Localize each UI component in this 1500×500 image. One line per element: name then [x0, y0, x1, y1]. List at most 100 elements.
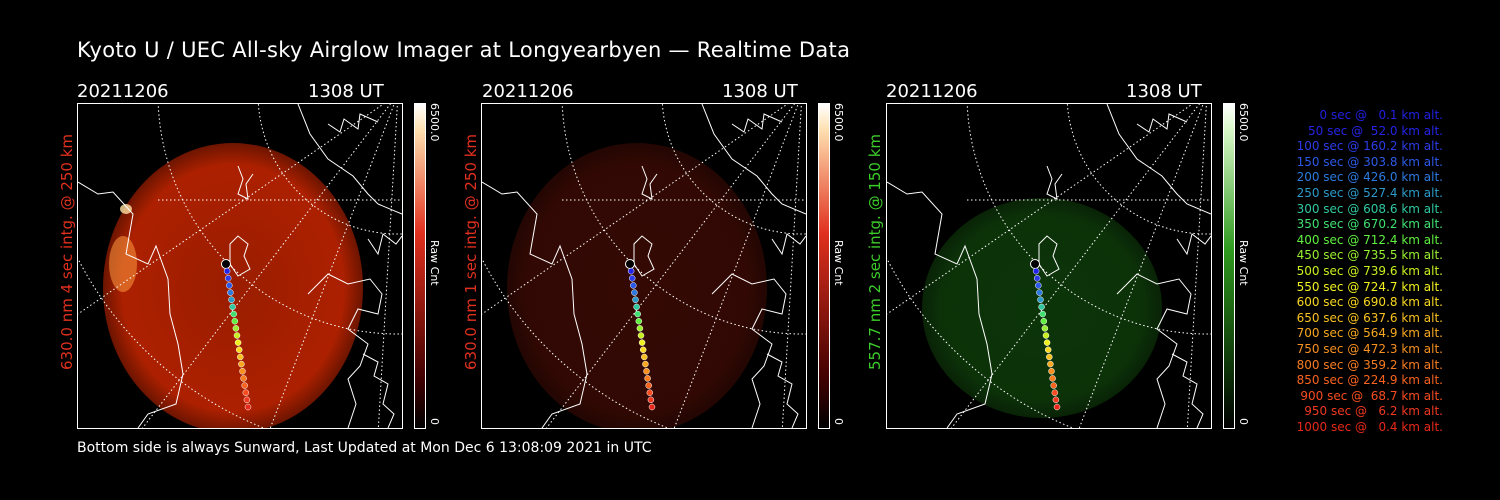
legend-entry: 950 sec @ 6.2 km alt. — [1304, 404, 1443, 419]
allsky-map — [887, 104, 1211, 428]
legend-entry: 200 sec @ 426.0 km alt. — [1296, 170, 1443, 185]
trajectory-point — [237, 353, 244, 361]
trajectory-point — [1047, 360, 1054, 368]
trajectory-point — [241, 382, 248, 389]
trajectory-point — [1036, 289, 1043, 296]
panel-1-allsky-image — [77, 103, 403, 429]
panel-3-time: 1308 UT — [1126, 81, 1202, 102]
trajectory-point — [238, 360, 245, 368]
trajectory-point — [232, 325, 240, 332]
trajectory-point — [636, 325, 644, 332]
trajectory-point — [226, 282, 233, 289]
trajectory-point — [627, 267, 635, 275]
rocket-trajectory — [625, 259, 656, 411]
legend-entry: 100 sec @ 160.2 km alt. — [1296, 139, 1443, 154]
panel-1-colorbar-min: 0 — [428, 418, 441, 425]
legend-entry: 500 sec @ 739.6 km alt. — [1296, 263, 1443, 278]
panel-3-allsky-image — [886, 103, 1212, 429]
legend-entry: 450 sec @ 735.5 km alt. — [1296, 248, 1443, 263]
panel-2-colorbar-min: 0 — [832, 418, 845, 425]
legend-entry: 400 sec @ 712.4 km alt. — [1296, 232, 1443, 247]
legend-entry: 650 sec @ 637.6 km alt. — [1296, 310, 1443, 325]
panel-1-colorbar — [414, 103, 426, 429]
trajectory-point — [639, 346, 647, 354]
trajectory-point — [1040, 317, 1048, 325]
trajectory-point — [229, 303, 236, 311]
panel-2-date: 20211206 — [482, 81, 574, 102]
allsky-map — [482, 104, 806, 428]
trajectory-point — [235, 346, 243, 354]
trajectory-point — [1049, 375, 1056, 382]
map-grid — [78, 104, 402, 428]
rocket-trajectory — [1030, 259, 1061, 411]
legend-entry: 150 sec @ 303.8 km alt. — [1296, 154, 1443, 169]
trajectory-point — [228, 296, 235, 303]
trajectory-point — [1051, 389, 1059, 396]
panel-2-colorbar-unit: Raw Cnt — [832, 240, 845, 286]
legend-entry: 250 sec @ 527.4 km alt. — [1296, 185, 1443, 200]
trajectory-point — [642, 360, 649, 368]
panel-1-colorbar-max: 6500.0 — [428, 103, 441, 142]
trajectory-point — [1030, 259, 1040, 269]
legend-entry: 850 sec @ 224.9 km alt. — [1296, 373, 1443, 388]
trajectory-point — [631, 289, 638, 296]
panel-1-colorbar-unit: Raw Cnt — [428, 240, 441, 286]
panel-1-wavelength-label: 630.0 nm 4 sec intg. @ 250 km — [58, 133, 76, 370]
allsky-map — [78, 104, 402, 428]
trajectory-point — [1041, 325, 1049, 332]
panel-2-colorbar-max: 6500.0 — [832, 103, 845, 142]
panel-1-date: 20211206 — [77, 81, 169, 102]
legend-entry: 700 sec @ 564.9 km alt. — [1296, 326, 1443, 341]
legend-entry: 0 sec @ 0.1 km alt. — [1319, 108, 1444, 122]
legend-entry: 50 sec @ 52.0 km alt. — [1308, 123, 1443, 138]
legend-entry: 300 sec @ 608.6 km alt. — [1296, 201, 1443, 216]
trajectory-point — [1038, 303, 1045, 311]
coastline — [887, 104, 1211, 428]
panel-2-colorbar — [818, 103, 830, 429]
trajectory-point — [1046, 353, 1053, 361]
trajectory-point — [1044, 346, 1052, 354]
trajectory-point — [634, 310, 641, 318]
aurora-patch — [109, 236, 137, 292]
panel-3-wavelength-label: 557.7 nm 2 sec intg. @ 150 km — [866, 133, 884, 370]
trajectory-point — [243, 396, 251, 404]
panel-2-allsky-image — [481, 103, 807, 429]
trajectory-point — [1053, 403, 1061, 411]
panel-1-time: 1308 UT — [308, 81, 384, 102]
page-title: Kyoto U / UEC All-sky Airglow Imager at … — [77, 38, 851, 62]
trajectory-point — [647, 396, 655, 404]
panel-3-date: 20211206 — [886, 81, 978, 102]
legend-entry: 1000 sec @ 0.4 km alt. — [1296, 419, 1443, 434]
trajectory-point — [1043, 339, 1051, 346]
trajectory-point — [1042, 332, 1050, 339]
coastline — [482, 104, 806, 428]
trajectory-point — [224, 275, 232, 282]
panel-2-wavelength-label: 630.0 nm 1 sec intg. @ 250 km — [462, 133, 480, 370]
trajectory-point — [635, 317, 643, 325]
trajectory-point — [641, 353, 648, 361]
trajectory-point — [644, 375, 651, 382]
panel-2-time: 1308 UT — [722, 81, 798, 102]
trajectory-point — [637, 332, 645, 339]
trajectory-point — [240, 375, 247, 382]
trajectory-point — [234, 339, 242, 346]
bright-spot — [120, 204, 132, 214]
panel-3-colorbar-max: 6500.0 — [1237, 103, 1250, 142]
trajectory-point — [1048, 368, 1055, 375]
trajectory-point — [223, 267, 231, 275]
trajectory-point — [646, 389, 654, 396]
trajectory-point — [630, 282, 637, 289]
panel-3-colorbar — [1223, 103, 1235, 429]
trajectory-point — [1033, 275, 1041, 282]
panel-3-colorbar-min: 0 — [1237, 418, 1250, 425]
legend-entry: 750 sec @ 472.3 km alt. — [1296, 341, 1443, 356]
trajectory-point — [632, 296, 639, 303]
legend-entry: 600 sec @ 690.8 km alt. — [1296, 295, 1443, 310]
trajectory-point — [1032, 267, 1040, 275]
trajectory-point — [1039, 310, 1046, 318]
legend-entry: 550 sec @ 724.7 km alt. — [1296, 279, 1443, 294]
trajectory-point — [1037, 296, 1044, 303]
trajectory-point — [638, 339, 646, 346]
trajectory-point — [242, 389, 250, 396]
trajectory-point — [648, 403, 656, 411]
